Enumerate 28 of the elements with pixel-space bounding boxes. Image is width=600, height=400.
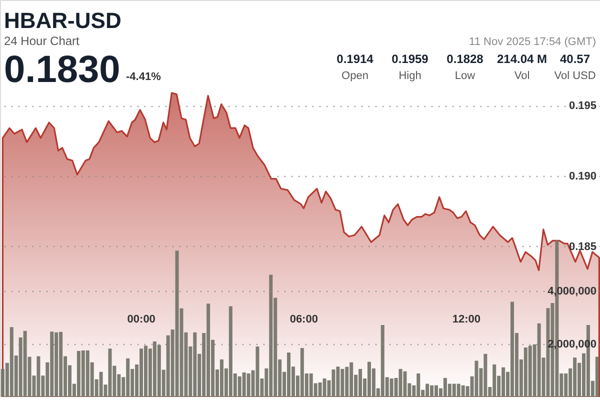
annotation: 0.1959	[392, 52, 429, 66]
bar	[175, 250, 179, 397]
text: 24 Hour Chart	[4, 34, 80, 48]
y-tick-label: 0.185	[568, 240, 596, 253]
x-tick-label: 00:00	[127, 314, 156, 326]
annotation: Vol	[514, 70, 530, 82]
annotation: 11 Nov 2025 17:54 (GMT)	[469, 36, 596, 48]
y-tick-label: 0.190	[568, 170, 596, 182]
x-tick-label: 06:00	[290, 314, 318, 326]
bar	[474, 360, 478, 397]
annotation: Open	[342, 70, 368, 82]
annotation: 40.57	[560, 52, 590, 66]
annotation: Vol USD	[554, 70, 596, 82]
annotation: 0.1830	[4, 49, 120, 91]
x-tick-label: 12:00	[452, 314, 480, 326]
annotation: High	[398, 70, 422, 82]
bar	[398, 368, 402, 397]
y-tick-label: 0.195	[568, 100, 596, 112]
annotation: 0.1828	[446, 52, 484, 66]
annotation: -4.41%	[126, 71, 162, 83]
chart-title: HBAR-USD	[4, 8, 122, 33]
bar	[108, 348, 112, 397]
annotation: Low	[454, 70, 476, 82]
bar	[595, 356, 599, 397]
bar	[256, 346, 260, 397]
annotation: 214.04 M	[496, 52, 548, 66]
bar	[322, 378, 326, 397]
annotation: 0.1914	[336, 52, 374, 66]
